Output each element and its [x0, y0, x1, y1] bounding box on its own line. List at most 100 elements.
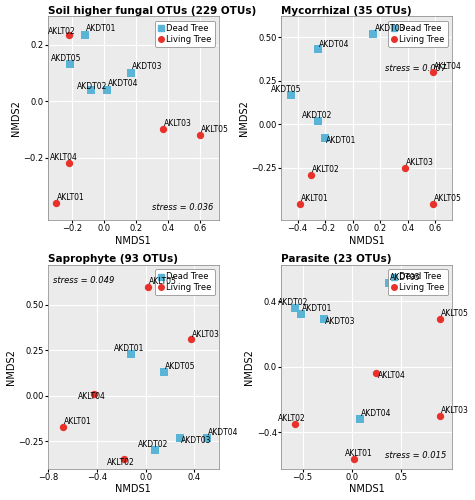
- Text: AKDT02: AKDT02: [76, 82, 107, 92]
- Point: [314, 46, 322, 54]
- Text: stress = 0.036: stress = 0.036: [152, 202, 214, 211]
- Text: AKLT01: AKLT01: [345, 449, 372, 458]
- Point: [90, 390, 98, 398]
- Text: AKLT02: AKLT02: [278, 414, 306, 424]
- Text: Mycorrhizal (35 OTUs): Mycorrhizal (35 OTUs): [281, 6, 412, 16]
- Text: AKDT05: AKDT05: [271, 85, 302, 94]
- Point: [152, 446, 159, 454]
- Point: [291, 420, 298, 428]
- Point: [372, 370, 380, 378]
- Text: AKLT03: AKLT03: [164, 119, 192, 128]
- Legend: Dead Tree, Living Tree: Dead Tree, Living Tree: [388, 20, 448, 47]
- Legend: Dead Tree, Living Tree: Dead Tree, Living Tree: [155, 20, 215, 47]
- Point: [291, 304, 298, 312]
- Point: [127, 69, 135, 77]
- Text: AKDT04: AKDT04: [208, 428, 238, 436]
- Point: [81, 30, 88, 38]
- Point: [307, 170, 315, 178]
- Point: [66, 60, 74, 68]
- Text: AKLT02: AKLT02: [106, 458, 134, 466]
- Point: [59, 422, 66, 430]
- Text: AKDT02: AKDT02: [138, 440, 169, 450]
- Text: AKDT04: AKDT04: [108, 80, 139, 88]
- Text: AKLT02: AKLT02: [313, 165, 340, 174]
- Text: AKDT01: AKDT01: [326, 136, 357, 145]
- Point: [65, 160, 73, 168]
- Y-axis label: NMDS2: NMDS2: [11, 100, 21, 136]
- Text: AKLT01: AKLT01: [64, 417, 91, 426]
- Point: [103, 86, 111, 94]
- Text: AKLT01: AKLT01: [301, 194, 329, 203]
- Text: AKDT04: AKDT04: [319, 40, 350, 48]
- Text: AKDT04: AKDT04: [361, 410, 391, 418]
- Point: [160, 368, 168, 376]
- Text: AKDT02: AKDT02: [302, 111, 332, 120]
- X-axis label: NMDS1: NMDS1: [349, 484, 384, 494]
- Point: [321, 315, 328, 323]
- Point: [127, 350, 135, 358]
- Point: [144, 283, 152, 291]
- Legend: Dead Tree, Living Tree: Dead Tree, Living Tree: [155, 269, 215, 295]
- Text: AKLT05: AKLT05: [149, 277, 177, 286]
- Text: AKLT05: AKLT05: [201, 124, 229, 134]
- Text: stress = 0.007: stress = 0.007: [385, 64, 447, 74]
- Text: AKLT03: AKLT03: [192, 330, 219, 338]
- Point: [176, 434, 183, 442]
- Point: [314, 116, 322, 124]
- Text: AKDT01: AKDT01: [86, 24, 116, 34]
- Point: [52, 199, 60, 207]
- Point: [159, 126, 167, 134]
- Point: [120, 456, 127, 464]
- Y-axis label: NMDS2: NMDS2: [238, 100, 248, 136]
- X-axis label: NMDS1: NMDS1: [349, 236, 384, 246]
- Point: [437, 412, 444, 420]
- Text: Soil higher fungal OTUs (229 OTUs): Soil higher fungal OTUs (229 OTUs): [48, 6, 256, 16]
- Point: [429, 68, 437, 76]
- Text: AKDT01: AKDT01: [302, 304, 332, 314]
- Text: AKLT04: AKLT04: [78, 392, 106, 402]
- Text: AKDT05: AKDT05: [390, 273, 421, 282]
- Point: [287, 90, 294, 98]
- Text: AKLT03: AKLT03: [406, 158, 434, 167]
- Y-axis label: NMDS2: NMDS2: [6, 349, 16, 384]
- Point: [429, 200, 437, 208]
- Point: [350, 454, 358, 462]
- Text: Parasite (23 OTUs): Parasite (23 OTUs): [281, 254, 391, 264]
- Point: [297, 310, 304, 318]
- Text: AKLT04: AKLT04: [434, 62, 462, 71]
- Text: AKDT03: AKDT03: [181, 436, 211, 445]
- Text: Saprophyte (93 OTUs): Saprophyte (93 OTUs): [48, 254, 178, 264]
- Text: AKLT03: AKLT03: [441, 406, 469, 415]
- Text: AKLT04: AKLT04: [49, 153, 77, 162]
- Point: [437, 315, 444, 323]
- Y-axis label: NMDS2: NMDS2: [244, 349, 254, 384]
- Point: [203, 434, 210, 442]
- Point: [296, 200, 304, 208]
- Text: AKDT03: AKDT03: [132, 62, 163, 72]
- Text: AKLT02: AKLT02: [48, 27, 76, 36]
- Point: [187, 336, 195, 344]
- Text: AKDT01: AKDT01: [114, 344, 144, 353]
- Text: stress = 0.015: stress = 0.015: [385, 452, 447, 460]
- X-axis label: NMDS1: NMDS1: [115, 236, 151, 246]
- Text: AKLT05: AKLT05: [441, 310, 469, 318]
- Point: [385, 279, 393, 287]
- Point: [401, 164, 409, 172]
- Text: AKLT04: AKLT04: [378, 371, 405, 380]
- X-axis label: NMDS1: NMDS1: [115, 484, 151, 494]
- Text: AKLT05: AKLT05: [434, 194, 462, 203]
- Text: AKDT02: AKDT02: [278, 298, 308, 307]
- Text: AKDT05: AKDT05: [165, 362, 195, 372]
- Point: [87, 86, 95, 94]
- Legend: Dead Tree, Living Tree: Dead Tree, Living Tree: [388, 269, 448, 295]
- Text: AKDT05: AKDT05: [51, 54, 82, 63]
- Point: [321, 134, 329, 142]
- Text: AKDT03: AKDT03: [325, 316, 356, 326]
- Point: [370, 30, 377, 38]
- Point: [65, 30, 73, 38]
- Text: AKLT01: AKLT01: [57, 192, 85, 202]
- Text: stress = 0.049: stress = 0.049: [53, 276, 114, 285]
- Text: AKDT03: AKDT03: [374, 24, 405, 33]
- Point: [196, 131, 203, 139]
- Point: [356, 416, 363, 424]
